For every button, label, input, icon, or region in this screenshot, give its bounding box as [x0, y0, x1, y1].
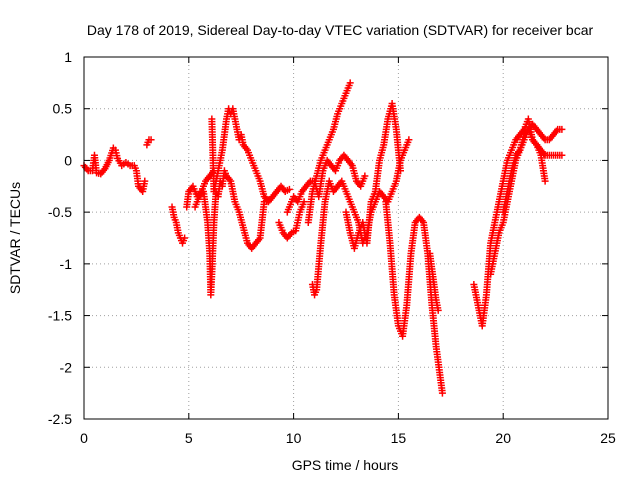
data-point	[558, 151, 566, 159]
y-tick-label: -1.5	[48, 308, 72, 324]
x-tick-label: 25	[600, 430, 616, 446]
series-arc13	[426, 250, 442, 314]
series-arc16	[499, 125, 549, 216]
x-tick-label: 0	[80, 430, 88, 446]
x-axis-label: GPS time / hours	[292, 457, 399, 473]
data-point	[141, 177, 149, 185]
data-point	[181, 234, 189, 242]
x-tick-label: 20	[495, 430, 511, 446]
series-arc5	[191, 167, 272, 299]
series-arc7	[275, 198, 308, 242]
series-arc11	[342, 100, 404, 252]
x-tick-label: 15	[391, 430, 407, 446]
data-point	[285, 185, 293, 193]
y-tick-label: -0.5	[48, 204, 72, 220]
y-tick-label: -2.5	[48, 411, 72, 427]
y-tick-label: 1	[64, 49, 72, 65]
x-tick-label: 10	[286, 430, 302, 446]
data-point	[405, 136, 413, 144]
chart-title: Day 178 of 2019, Sidereal Day-to-day VTE…	[87, 22, 594, 38]
y-tick-label: 0	[64, 152, 72, 168]
y-tick-label: 0.5	[53, 101, 73, 117]
data-point	[438, 389, 446, 397]
data-point	[396, 167, 404, 175]
data-point	[558, 125, 566, 133]
data-point	[346, 79, 354, 87]
data-point	[541, 177, 549, 185]
series-arc9	[304, 79, 354, 226]
grid-lines	[84, 57, 608, 419]
data-point	[434, 306, 442, 314]
y-tick-label: -1	[60, 256, 73, 272]
series-arc8	[283, 151, 369, 216]
series-arc1	[80, 144, 149, 195]
series-arc14	[470, 115, 566, 330]
x-tick-label: 5	[185, 430, 193, 446]
y-axis-label: SDTVAR / TECUs	[7, 182, 23, 294]
data-point	[361, 172, 369, 180]
data-point	[300, 198, 308, 206]
series-arc2	[143, 136, 155, 149]
axis-ticks: 0 5 10 15 20 25 -2.5 -2 -1.5 -1 -0.5 0 0.5 1	[48, 49, 616, 446]
plot-frame	[83, 56, 609, 420]
data-point	[147, 136, 155, 144]
y-tick-label: -2	[60, 359, 73, 375]
series-arc3	[168, 203, 189, 247]
series-arc6	[208, 105, 293, 206]
data-points	[80, 79, 566, 397]
